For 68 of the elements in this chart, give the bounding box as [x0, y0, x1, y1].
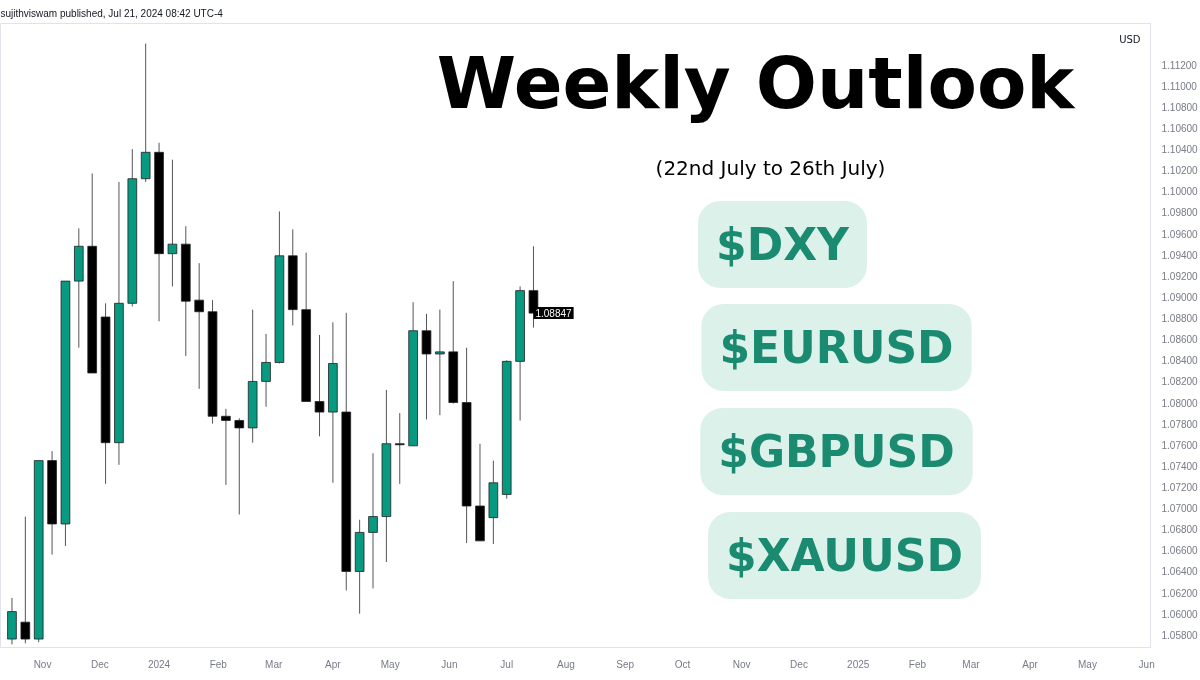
y-tick-label: 1.10800 — [1161, 101, 1199, 113]
y-tick-label: 1.07400 — [1161, 460, 1199, 472]
x-tick-label: Jul — [500, 658, 514, 670]
candlestick — [368, 452, 378, 589]
y-tick-label: 1.08800 — [1161, 313, 1199, 325]
candlestick — [194, 262, 204, 390]
y-tick-label: 1.07000 — [1161, 503, 1199, 515]
y-tick-label: 1.10400 — [1161, 144, 1199, 156]
y-tick-label: 1.07600 — [1161, 439, 1199, 451]
annotation: 1.08847 — [535, 308, 573, 320]
text: (22nd July to 26th July) — [655, 155, 886, 180]
candlestick — [394, 412, 405, 485]
chart-title: Weekly Outlook — [436, 40, 1077, 125]
x-tick-label: May — [1078, 658, 1097, 670]
text: sujithviswam published, Jul 21, 2024 08:42 UTC-4 — [0, 7, 224, 19]
candlestick — [314, 334, 325, 437]
candlestick — [261, 333, 271, 408]
x-tick-label: Dec — [790, 658, 808, 670]
y-tick-label: 1.08000 — [1161, 397, 1199, 409]
candlestick — [234, 417, 245, 515]
y-tick-label: 1.08400 — [1161, 355, 1199, 367]
candlestick — [221, 408, 231, 486]
x-tick-label: Jun — [1138, 658, 1155, 670]
y-tick-label: 1.11200 — [1161, 59, 1198, 71]
y-tick-label: 1.10000 — [1161, 186, 1199, 198]
y-tick-label: 1.09000 — [1161, 291, 1199, 303]
x-tick-label: Sep — [616, 658, 635, 670]
y-tick-label: 1.06400 — [1161, 566, 1199, 578]
y-tick-label: 1.06000 — [1161, 608, 1199, 620]
x-tick-label: 2025 — [847, 658, 870, 670]
y-tick-label: 1.10600 — [1161, 123, 1199, 135]
y-tick-label: 1.09400 — [1161, 249, 1199, 261]
x-tick-label: Apr — [1022, 658, 1039, 670]
x-tick-label: May — [380, 658, 400, 670]
y-tick-label: 1.10200 — [1161, 165, 1199, 177]
x-tick-label: Oct — [674, 658, 691, 670]
x-tick-label: Mar — [962, 658, 981, 670]
annotation: $EURUSD — [719, 322, 954, 373]
y-tick-label: 1.07800 — [1161, 418, 1199, 430]
annotation: $GBPUSD — [718, 426, 955, 477]
x-tick-label: Nov — [33, 658, 52, 670]
y-tick-label: 1.06200 — [1161, 587, 1199, 599]
candlestick — [435, 309, 445, 416]
y-tick-label: 1.06800 — [1161, 524, 1199, 536]
x-tick-label: 2024 — [147, 658, 171, 670]
x-tick-label: Feb — [908, 658, 927, 670]
annotation: $DXY — [716, 219, 851, 270]
y-tick-label: 1.11000 — [1161, 80, 1198, 92]
annotation: USD — [1119, 34, 1141, 45]
y-tick-label: 1.09600 — [1161, 228, 1199, 240]
y-tick-label: 1.06600 — [1161, 545, 1199, 557]
x-tick-label: Nov — [732, 658, 751, 670]
x-tick-label: Mar — [265, 658, 283, 670]
x-tick-label: Jun — [441, 658, 458, 670]
x-tick-label: Dec — [90, 658, 109, 670]
y-tick-label: 1.07200 — [1161, 482, 1199, 494]
candlestick — [20, 516, 31, 644]
x-tick-label: Aug — [557, 658, 575, 670]
y-tick-label: 1.08200 — [1161, 376, 1199, 388]
candlestick — [167, 159, 178, 287]
y-tick-label: 1.05800 — [1161, 629, 1199, 641]
y-tick-label: 1.08600 — [1161, 334, 1199, 346]
annotation: $XAUUSD — [726, 530, 963, 581]
x-tick-label: Feb — [209, 658, 228, 670]
y-tick-label: 1.09200 — [1161, 270, 1199, 282]
x-tick-label: Apr — [325, 658, 342, 670]
y-tick-label: 1.09800 — [1161, 207, 1199, 219]
candlestick — [421, 313, 432, 420]
